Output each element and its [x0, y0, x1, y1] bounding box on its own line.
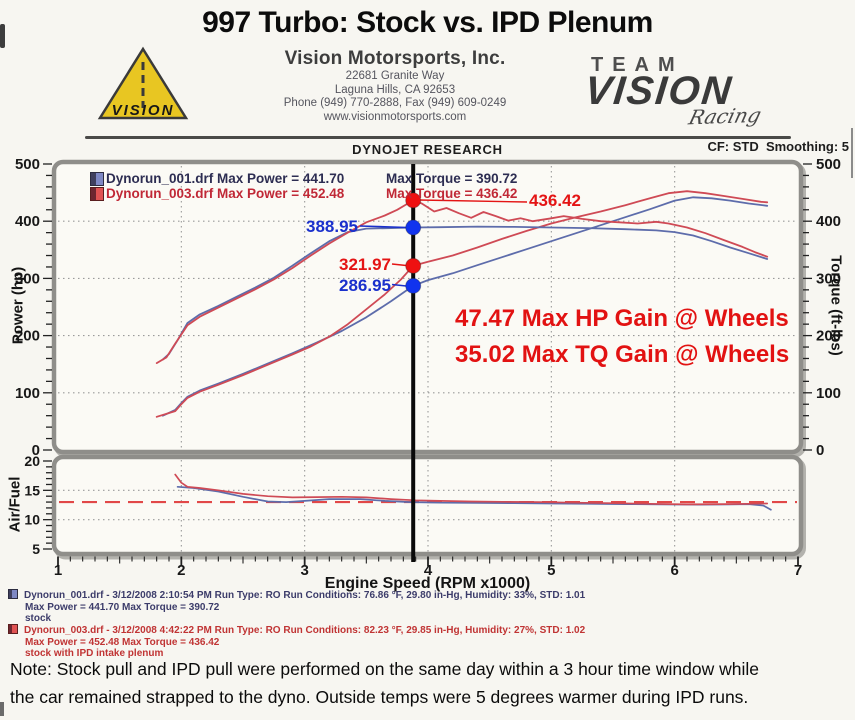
cf-smoothing-label: CF: STD Smoothing: 5 [707, 139, 849, 154]
torque-axis-title: Torque (ft-lbs) [827, 255, 845, 356]
scan-smudge [0, 24, 5, 48]
annotation-power-ipd: 321.97 [339, 255, 391, 274]
vision-triangle-logo: VISION [97, 46, 189, 120]
gain-tq-label: 35.02 Max TQ Gain @ Wheels [455, 341, 790, 368]
company-block: Vision Motorsports, Inc. 22681 Granite W… [230, 48, 560, 124]
svg-text:10: 10 [24, 512, 40, 528]
svg-text:500: 500 [15, 156, 40, 173]
company-address-street: 22681 Granite Way [345, 70, 445, 82]
svg-text:200: 200 [816, 328, 841, 345]
svg-text:100: 100 [15, 385, 40, 402]
run-desc: stock [25, 613, 52, 624]
stock-legend-torque: Max Torque = 390.72 [386, 171, 518, 186]
run-desc: stock with IPD intake plenum [25, 648, 164, 659]
svg-text:0: 0 [32, 442, 40, 459]
run-max-line: Max Power = 441.70 Max Torque = 390.72 [25, 601, 220, 613]
svg-text:5: 5 [547, 562, 555, 579]
run-max-line: Max Power = 452.48 Max Torque = 436.42 [25, 636, 220, 648]
legend-row-stock: Dynorun_001.drf Max Power = 441.70 Max T… [90, 171, 690, 186]
svg-text:3: 3 [300, 562, 308, 579]
svg-text:400: 400 [15, 213, 40, 230]
team-text: TEAM [591, 54, 684, 76]
run-header-text: Dynorun_001.drf - 3/12/2008 2:10:54 PM R… [24, 590, 586, 601]
vision-logo-text: VISION [112, 102, 175, 119]
svg-text:500: 500 [816, 156, 841, 173]
ipd-legend-torque: Max Torque = 436.42 [386, 186, 518, 201]
svg-text:200: 200 [15, 328, 40, 345]
stock-run-swatch-icon [8, 589, 18, 599]
power-axis-title: Power (hp) [9, 266, 27, 345]
run-header: Dynorun_003.drf - 3/12/2008 4:42:22 PM R… [8, 624, 585, 637]
svg-text:15: 15 [24, 482, 40, 498]
annotation-power-stock: 286.95 [339, 276, 391, 295]
run-info-stock: Dynorun_001.drf - 3/12/2008 2:10:54 PM R… [8, 589, 585, 625]
svg-text:20: 20 [24, 453, 40, 469]
gain-hp-label: 47.47 Max HP Gain @ Wheels [455, 305, 789, 332]
footnote-line1: Note: Stock pull and IPD pull were perfo… [10, 659, 759, 679]
stock-legend-swatch-icon [90, 172, 104, 186]
page-title: 997 Turbo: Stock vs. IPD Plenum [202, 6, 653, 39]
svg-text:5: 5 [32, 541, 40, 557]
ipd-legend-label: Dynorun_003.drf Max Power = 452.48 [106, 186, 345, 201]
ipd-run-swatch-icon [8, 624, 18, 634]
svg-text:0: 0 [816, 442, 824, 459]
legend-row-ipd: Dynorun_003.drf Max Power = 452.48 Max T… [90, 186, 690, 201]
header-divider [85, 136, 791, 139]
company-phone-fax: Phone (949) 770-2888, Fax (949) 609-0249 [283, 97, 507, 109]
team-vision-racing-logo: TEAM VISION Racing [583, 54, 825, 129]
svg-text:100: 100 [816, 385, 841, 402]
scan-edge-line [851, 128, 853, 178]
annotation-torque-stock: 388.95 [306, 217, 358, 236]
svg-text:1: 1 [54, 562, 62, 579]
run-header-text: Dynorun_003.drf - 3/12/2008 4:42:22 PM R… [24, 625, 586, 636]
rpm-axis-title: Engine Speed (RPM x1000) [324, 575, 531, 592]
scan-smudge [0, 702, 4, 716]
stock-legend-label: Dynorun_001.drf Max Power = 441.70 [106, 171, 345, 186]
company-address-city: Laguna Hills, CA 92653 [334, 83, 456, 96]
triangle-icon [97, 46, 189, 120]
company-website: www.visionmotorsports.com [323, 110, 467, 123]
footnote: Note: Stock pull and IPD pull were perfo… [10, 655, 850, 711]
ipd-legend-swatch-icon [90, 187, 104, 201]
svg-text:7: 7 [794, 562, 802, 579]
dynojet-research-label: DYNOJET RESEARCH [352, 142, 503, 157]
annotation-torque-ipd: 436.42 [529, 191, 581, 210]
run-info-ipd: Dynorun_003.drf - 3/12/2008 4:42:22 PM R… [8, 624, 585, 660]
svg-text:6: 6 [670, 562, 678, 579]
company-name: Vision Motorsports, Inc. [284, 48, 506, 69]
svg-text:4: 4 [424, 562, 433, 579]
svg-text:2: 2 [177, 562, 185, 579]
svg-text:400: 400 [816, 213, 841, 230]
svg-text:300: 300 [816, 270, 841, 287]
footnote-line2: the car remained strapped to the dyno. O… [10, 687, 749, 707]
gain-summary: 47.47 Max HP Gain @ Wheels 35.02 Max TQ … [455, 301, 789, 373]
svg-text:300: 300 [15, 270, 40, 287]
run-header: Dynorun_001.drf - 3/12/2008 2:10:54 PM R… [8, 589, 585, 602]
